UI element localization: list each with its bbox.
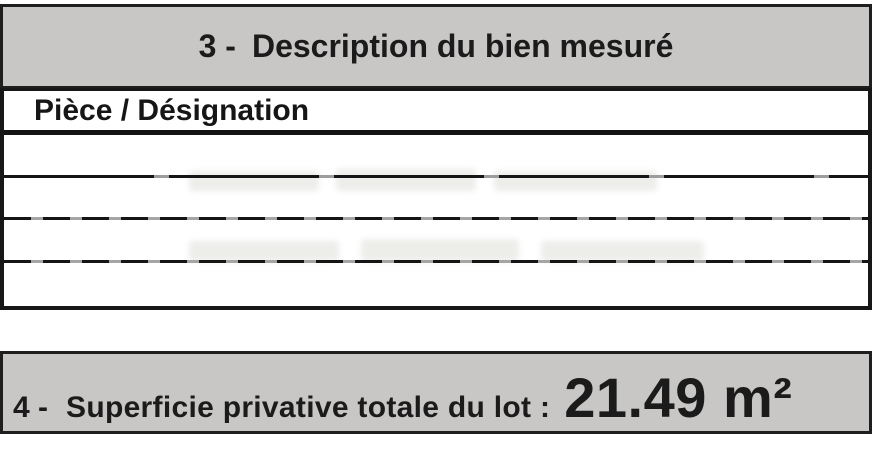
total-area-label: Superficie privative totale du lot : (66, 391, 551, 424)
total-area-value: 21.49 m² (564, 366, 793, 429)
table-row (4, 135, 868, 177)
table-header-piece-designation: Pièce / Désignation (4, 91, 868, 135)
table-row (4, 260, 868, 301)
section-3-title: Description du bien mesuré (251, 28, 674, 64)
section-3-number: 3 - (198, 28, 236, 64)
section-3-header-bar: 3 - Description du bien mesuré (0, 4, 872, 88)
section-4-number: 4 - (13, 391, 49, 424)
redacted-text-smudge (336, 169, 476, 191)
redacted-text-smudge (189, 241, 339, 261)
table-row (4, 175, 868, 219)
redacted-text-smudge (361, 239, 519, 261)
section-4-total-bar: 4 - Superficie privative totale du lot :… (0, 351, 872, 434)
description-table: Pièce / Désignation (0, 88, 872, 310)
redacted-text-smudge (541, 241, 704, 261)
table-rows (4, 135, 868, 301)
table-row (4, 217, 868, 262)
